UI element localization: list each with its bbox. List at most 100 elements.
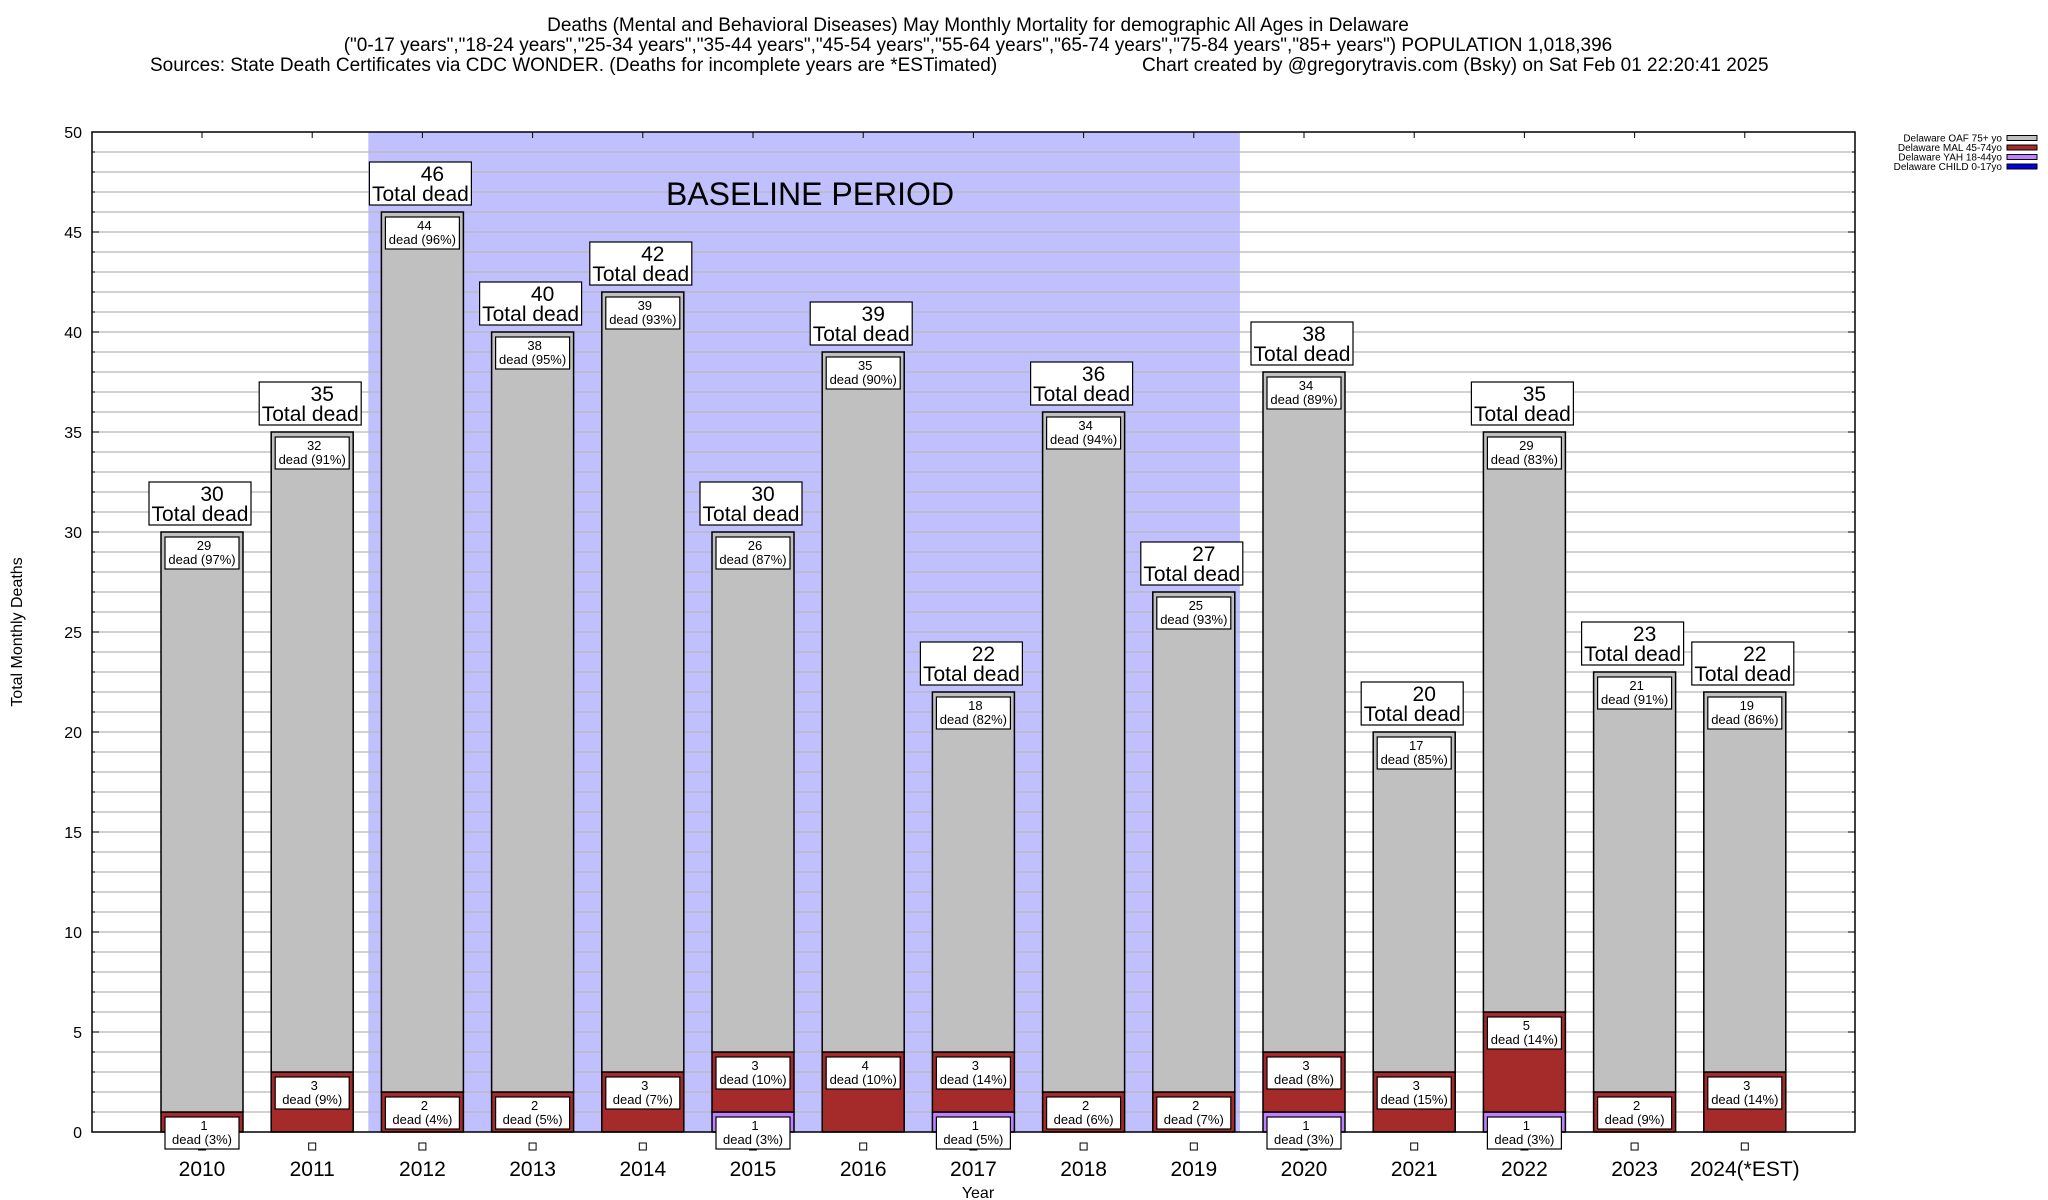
total-label-box — [479, 281, 583, 326]
segment-label-count: 29 — [1519, 438, 1533, 453]
total-label-box — [1691, 641, 1795, 686]
segment-label-count: 1 — [1523, 1118, 1530, 1133]
baseline-period-annotation: BASELINE PERIOD — [666, 176, 954, 212]
segment-label-box — [1156, 596, 1232, 630]
bar-segment — [931, 691, 1016, 1053]
total-label-count: 30 — [200, 483, 223, 506]
total-label-text: Total dead — [592, 263, 689, 286]
segment-label-count: 18 — [968, 698, 982, 713]
total-label-box — [1360, 681, 1464, 726]
segment-label-text: dead (10%) — [830, 1072, 897, 1087]
segment-label-count: 3 — [972, 1058, 979, 1073]
segment-label-count: 3 — [1413, 1078, 1420, 1093]
segment-label-count: 2 — [1082, 1098, 1089, 1113]
segment-label-text: dead (94%) — [1050, 432, 1117, 447]
segment-label-text: dead (95%) — [499, 352, 566, 367]
segment-label-box — [935, 696, 1012, 730]
x-tick-marker — [1079, 1142, 1088, 1151]
segment-label-count: 3 — [751, 1058, 758, 1073]
segment-label-text: dead (93%) — [1160, 612, 1227, 627]
x-tick-marker — [1410, 1142, 1419, 1151]
bar-segment — [601, 291, 685, 1073]
segment-label-text: dead (91%) — [1601, 692, 1668, 707]
total-label-count: 22 — [1743, 643, 1766, 666]
segment-label-text: dead (9%) — [1605, 1112, 1665, 1127]
segment-label-text: dead (89%) — [1270, 392, 1337, 407]
bar-segment — [160, 531, 244, 1113]
segment-label-text: dead (90%) — [830, 372, 897, 387]
segment-label-box — [1486, 436, 1563, 470]
bar-segment — [380, 211, 465, 1093]
y-tick-label: 50 — [64, 125, 82, 142]
legend-swatch — [2006, 154, 2038, 160]
total-label-text: Total dead — [372, 183, 469, 206]
legend-entry-label: Delaware YAH 18-44yo — [1898, 153, 2002, 164]
y-axis-title: Total Monthly Deaths — [9, 557, 26, 706]
total-label-box — [1140, 541, 1244, 586]
segment-label-box — [164, 536, 240, 570]
segment-label-count: 21 — [1629, 678, 1643, 693]
segment-label-text: dead (9%) — [282, 1092, 342, 1107]
segment-label-box — [605, 296, 681, 330]
x-tick-marker — [1189, 1142, 1198, 1151]
total-label-count: 40 — [531, 283, 554, 306]
segment-label-text: dead (83%) — [1491, 452, 1558, 467]
segment-label-count: 2 — [1633, 1098, 1640, 1113]
segment-label-text: dead (4%) — [392, 1112, 452, 1127]
segment-label-box — [715, 536, 791, 570]
total-label-text: Total dead — [262, 403, 359, 426]
x-tick-label: 2017 — [950, 1158, 997, 1181]
x-tick-label: 2015 — [730, 1158, 777, 1181]
x-tick-label: 2021 — [1391, 1158, 1438, 1181]
total-label-text: Total dead — [152, 503, 249, 526]
total-label-text: Total dead — [1364, 703, 1461, 726]
segment-label-count: 29 — [197, 538, 211, 553]
segment-label-text: dead (93%) — [609, 312, 676, 327]
segment-label-box — [935, 1116, 1012, 1150]
segment-label-count: 35 — [858, 358, 872, 373]
segment-label-text: dead (3%) — [1494, 1132, 1554, 1147]
segment-label-count: 39 — [638, 298, 652, 313]
y-tick-label: 40 — [64, 325, 82, 342]
x-tick-label: 2022 — [1501, 1158, 1548, 1181]
y-tick-label: 20 — [64, 725, 82, 742]
segment-label-box — [935, 1056, 1012, 1090]
total-label-count: 35 — [311, 383, 334, 406]
segment-label-box — [715, 1116, 791, 1150]
x-tick-marker — [418, 1142, 427, 1151]
segment-label-box — [1707, 696, 1783, 730]
segment-label-count: 44 — [417, 218, 431, 233]
segment-label-box — [1045, 1096, 1122, 1130]
segment-label-box — [495, 336, 571, 370]
segment-label-text: dead (10%) — [719, 1072, 786, 1087]
segment-label-box — [274, 436, 350, 470]
total-label-count: 39 — [862, 303, 885, 326]
total-label-count: 38 — [1302, 323, 1325, 346]
y-tick-label: 5 — [73, 1025, 82, 1042]
segment-label-box — [164, 1116, 240, 1150]
segment-label-count: 3 — [311, 1078, 318, 1093]
segment-label-count: 1 — [972, 1118, 979, 1133]
y-tick-label: 0 — [73, 1125, 82, 1142]
total-label-box — [1470, 381, 1575, 426]
segment-label-count: 2 — [1192, 1098, 1199, 1113]
